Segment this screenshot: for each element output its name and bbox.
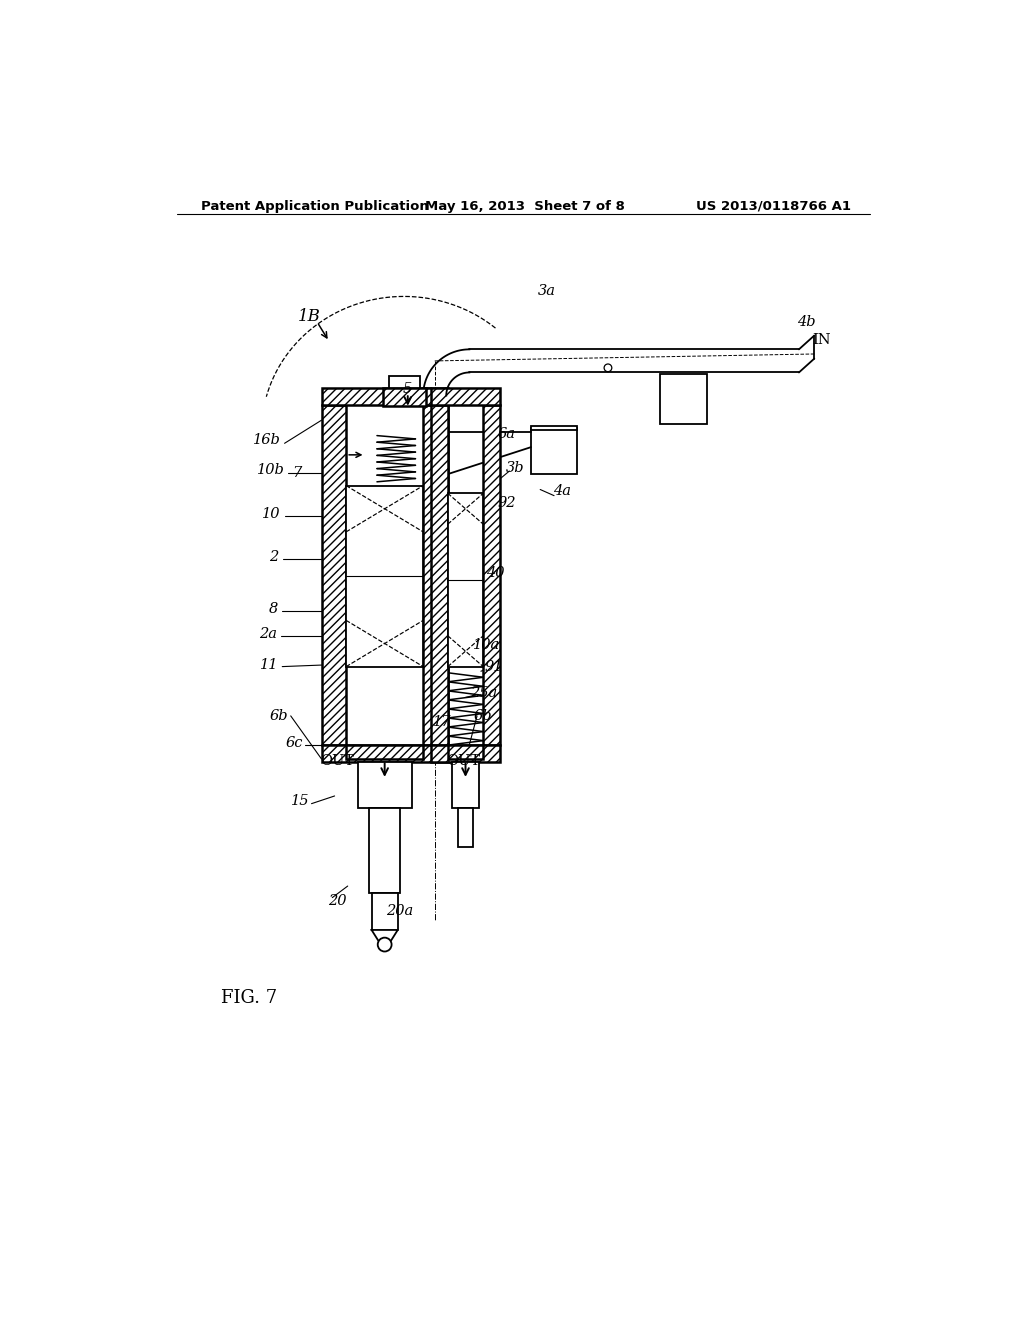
Text: 15: 15: [291, 795, 309, 808]
Text: OUT: OUT: [319, 754, 354, 767]
Bar: [357, 762, 412, 808]
Bar: [452, 762, 479, 808]
Text: OUT: OUT: [446, 754, 480, 767]
Text: 40: 40: [486, 566, 505, 579]
Text: 20: 20: [328, 895, 346, 908]
Circle shape: [378, 937, 391, 952]
Text: 6b: 6b: [269, 709, 289, 723]
Text: 20a: 20a: [386, 904, 414, 919]
Bar: [447, 405, 483, 744]
Text: 1B: 1B: [298, 308, 321, 325]
Text: 4a: 4a: [553, 484, 570, 498]
Bar: [660, 374, 707, 424]
Bar: [322, 388, 447, 405]
Text: 4b: 4b: [798, 314, 816, 329]
Text: 92: 92: [497, 496, 515, 511]
Bar: [423, 405, 447, 744]
Text: 2: 2: [269, 550, 279, 564]
Text: 5: 5: [403, 383, 413, 396]
Bar: [531, 428, 578, 474]
Polygon shape: [372, 929, 397, 950]
Text: 7: 7: [292, 466, 301, 479]
Text: 16b: 16b: [253, 433, 281, 447]
Text: FIG. 7: FIG. 7: [221, 989, 278, 1007]
Text: 2a: 2a: [259, 627, 276, 642]
Text: 6a: 6a: [498, 428, 515, 441]
Text: 11: 11: [260, 659, 279, 672]
Bar: [431, 744, 500, 762]
Bar: [372, 894, 397, 929]
Text: 10: 10: [262, 507, 281, 521]
Bar: [389, 376, 420, 388]
Bar: [431, 388, 500, 405]
Bar: [458, 808, 473, 847]
Text: 8: 8: [269, 602, 279, 616]
Bar: [370, 808, 400, 892]
Text: 6c: 6c: [286, 735, 303, 750]
Text: IN: IN: [812, 333, 830, 347]
Text: 3a: 3a: [538, 284, 555, 298]
Text: 10a: 10a: [473, 638, 500, 652]
Bar: [447, 494, 483, 667]
Bar: [346, 486, 423, 667]
Bar: [483, 405, 500, 744]
Bar: [322, 744, 447, 762]
Bar: [322, 405, 346, 744]
Text: 3b: 3b: [506, 461, 525, 475]
Text: 25a: 25a: [470, 686, 497, 700]
Text: 6b: 6b: [474, 709, 493, 723]
Bar: [346, 744, 423, 759]
Text: May 16, 2013  Sheet 7 of 8: May 16, 2013 Sheet 7 of 8: [425, 199, 625, 213]
Bar: [346, 405, 423, 744]
Text: 17: 17: [433, 715, 452, 729]
Text: US 2013/0118766 A1: US 2013/0118766 A1: [695, 199, 851, 213]
Text: Patent Application Publication: Patent Application Publication: [202, 199, 429, 213]
Bar: [531, 426, 578, 430]
Text: 91: 91: [484, 660, 503, 673]
Bar: [431, 405, 447, 744]
Text: 10b: 10b: [257, 463, 285, 478]
Bar: [383, 388, 426, 407]
Bar: [447, 744, 483, 759]
